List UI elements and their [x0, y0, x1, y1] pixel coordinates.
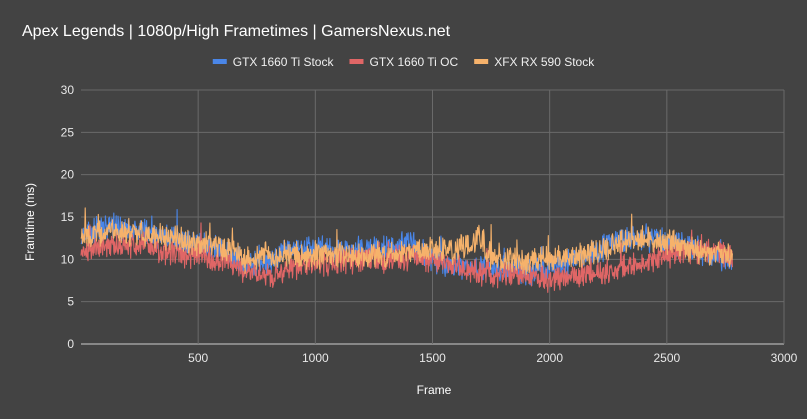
legend-item: XFX RX 590 Stock — [474, 55, 595, 69]
y-tick-label: 0 — [67, 337, 74, 351]
legend-swatch — [474, 59, 489, 64]
legend-swatch — [212, 59, 227, 64]
y-tick-label: 5 — [67, 295, 74, 309]
y-tick-label: 30 — [61, 83, 75, 97]
x-tick-label: 1000 — [302, 351, 329, 365]
legend-swatch — [349, 59, 364, 64]
y-axis-label: Framtime (ms) — [23, 183, 37, 261]
x-tick-label: 2500 — [653, 351, 680, 365]
x-tick-label: 3000 — [771, 351, 798, 365]
grid — [81, 89, 785, 345]
legend-label: GTX 1660 Ti OC — [369, 55, 458, 69]
series-layer — [80, 207, 733, 293]
x-tick-label: 1500 — [419, 351, 446, 365]
y-tick-label: 20 — [61, 168, 75, 182]
legend-label: GTX 1660 Ti Stock — [233, 55, 335, 69]
y-tick-label: 25 — [61, 125, 75, 139]
axes: 0 5 10 15 20 25 30 500 1000 1500 2000 2500 3000 — [61, 83, 798, 365]
y-tick-label: 10 — [61, 252, 75, 266]
legend-item: GTX 1660 Ti Stock — [212, 55, 335, 69]
y-tick-label: 15 — [61, 210, 75, 224]
x-tick-label: 500 — [188, 351, 208, 365]
legend-label: XFX RX 590 Stock — [494, 55, 595, 69]
x-tick-label: 2000 — [536, 351, 563, 365]
series-line-3 — [80, 207, 733, 276]
x-axis-label: Frame — [417, 383, 452, 397]
legend-item: GTX 1660 Ti OC — [349, 55, 459, 69]
legend: GTX 1660 Ti Stock GTX 1660 Ti OC XFX RX 59… — [212, 55, 595, 69]
chart-title: Apex Legends | 1080p/High Frametimes | G… — [22, 23, 451, 40]
